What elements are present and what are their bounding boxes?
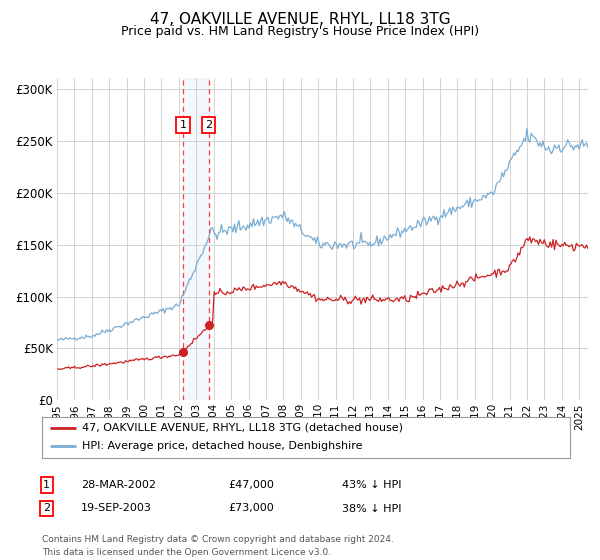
- Text: 47, OAKVILLE AVENUE, RHYL, LL18 3TG: 47, OAKVILLE AVENUE, RHYL, LL18 3TG: [149, 12, 451, 27]
- Text: £73,000: £73,000: [228, 503, 274, 514]
- Text: 43% ↓ HPI: 43% ↓ HPI: [342, 480, 401, 490]
- Text: 38% ↓ HPI: 38% ↓ HPI: [342, 503, 401, 514]
- Text: 2: 2: [43, 503, 50, 514]
- Bar: [183, 78, 209, 400]
- Text: 2: 2: [205, 120, 212, 130]
- Text: Contains HM Land Registry data © Crown copyright and database right 2024.
This d: Contains HM Land Registry data © Crown c…: [42, 535, 394, 557]
- Text: 19-SEP-2003: 19-SEP-2003: [81, 503, 152, 514]
- Text: Price paid vs. HM Land Registry's House Price Index (HPI): Price paid vs. HM Land Registry's House …: [121, 25, 479, 38]
- Text: 28-MAR-2002: 28-MAR-2002: [81, 480, 156, 490]
- Text: HPI: Average price, detached house, Denbighshire: HPI: Average price, detached house, Denb…: [82, 441, 362, 451]
- Text: 47, OAKVILLE AVENUE, RHYL, LL18 3TG (detached house): 47, OAKVILLE AVENUE, RHYL, LL18 3TG (det…: [82, 423, 403, 433]
- Text: £47,000: £47,000: [228, 480, 274, 490]
- Text: 1: 1: [43, 480, 50, 490]
- Text: 1: 1: [179, 120, 187, 130]
